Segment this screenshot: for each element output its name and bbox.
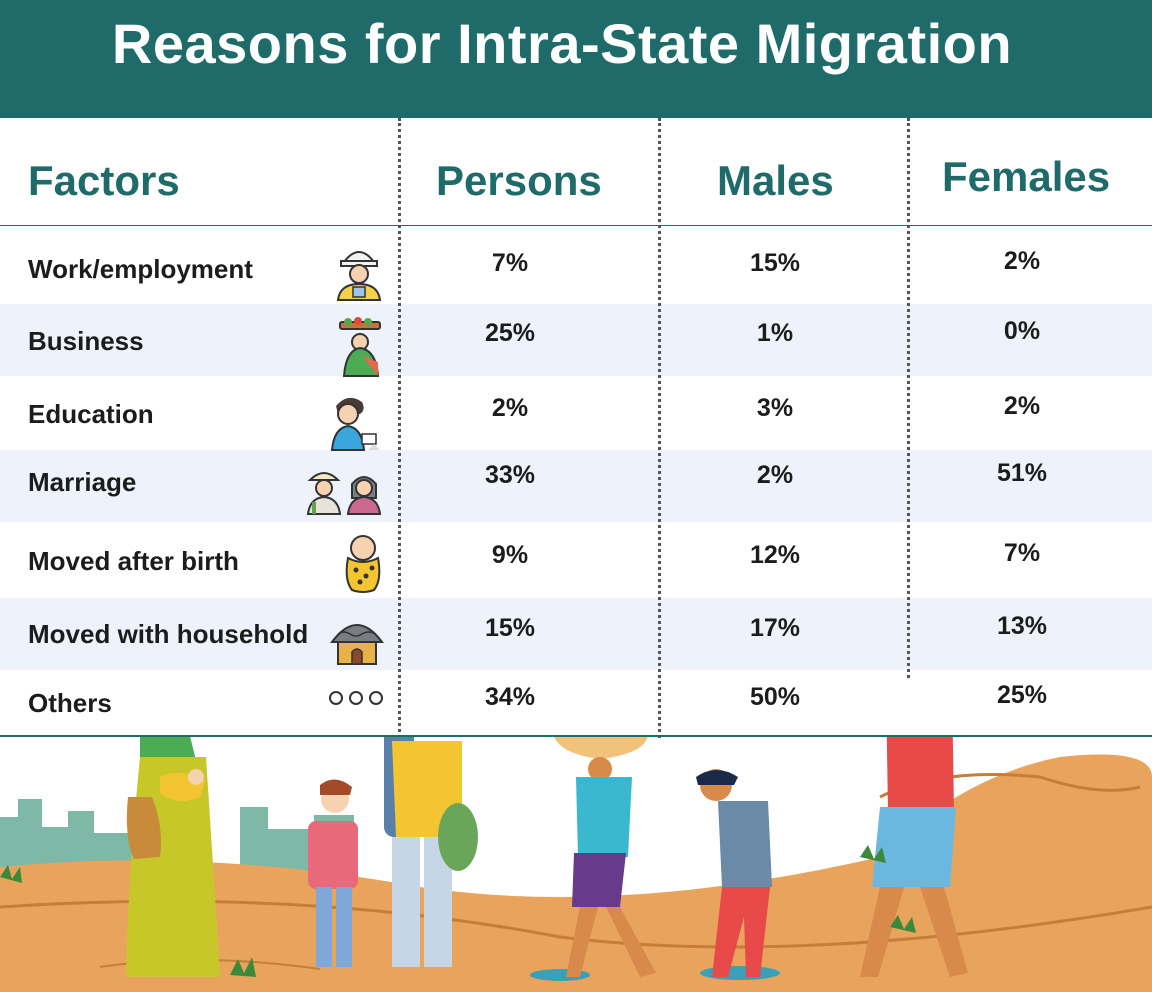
cell-males: 3%: [756, 394, 794, 422]
worker-icon: [336, 251, 382, 301]
cell-persons: 15%: [484, 614, 536, 642]
cell-males: 50%: [749, 683, 801, 711]
factor-label: Moved with household: [28, 619, 309, 649]
factor-label: Moved after birth: [28, 546, 239, 576]
woman-with-baby-figure: [126, 737, 220, 977]
man-with-bundle-figure: [860, 737, 968, 977]
cell-females: 51%: [996, 459, 1048, 487]
chart-title: Reasons for Intra-State Migration: [111, 12, 1013, 75]
cell-males: 2%: [756, 461, 794, 489]
baby-icon: [345, 535, 381, 593]
cell-females: 7%: [1003, 539, 1041, 567]
column-divider-2: [658, 118, 661, 738]
couple-icon: [306, 472, 382, 515]
factor-label: Marriage: [28, 467, 137, 497]
man-with-backpack-figure: [384, 737, 478, 967]
cell-males: 15%: [749, 249, 801, 277]
cell-females: 0%: [1003, 317, 1041, 345]
hut-icon: [330, 624, 384, 665]
factor-label: Others: [28, 688, 112, 718]
column-header-persons: Persons: [436, 157, 602, 204]
child-figure: [696, 769, 772, 977]
cell-persons: 34%: [484, 683, 536, 711]
column-divider-3: [907, 118, 910, 678]
student-icon: [330, 397, 380, 451]
cell-males: 17%: [749, 614, 801, 642]
cell-females: 13%: [996, 612, 1048, 640]
cell-females: 25%: [996, 681, 1048, 709]
factor-label: Work/employment: [28, 254, 253, 284]
row-shade-household: [0, 598, 1152, 670]
ground: [0, 754, 1152, 992]
cell-persons: 9%: [491, 541, 529, 569]
migration-table: Factors Persons Males Females Work/emplo…: [0, 118, 1152, 738]
column-header-factors: Factors: [28, 157, 180, 204]
cell-males: 1%: [756, 319, 794, 347]
sack-carrier-figure: [554, 737, 656, 977]
vendor-woman-icon: [339, 317, 381, 377]
table-bottom-rule: [0, 735, 1152, 737]
ellipsis-icon: [329, 691, 383, 705]
factor-label: Education: [28, 399, 154, 429]
cell-persons: 2%: [491, 394, 529, 422]
cell-females: 2%: [1003, 247, 1041, 275]
column-header-males: Males: [717, 157, 834, 204]
migrants-illustration: [0, 737, 1152, 992]
column-divider-1: [398, 118, 401, 738]
header-rule: [0, 225, 1152, 226]
title-banner: Reasons for Intra-State Migration: [0, 0, 1152, 118]
cell-males: 12%: [749, 541, 801, 569]
cell-persons: 25%: [484, 319, 536, 347]
factor-label: Business: [28, 326, 144, 356]
cell-persons: 33%: [484, 461, 536, 489]
row-shade-business: [0, 304, 1152, 376]
cell-persons: 7%: [491, 249, 529, 277]
column-header-females: Females: [942, 153, 1111, 200]
row-shade-marriage: [0, 450, 1152, 522]
boy-figure: [308, 779, 358, 967]
cell-females: 2%: [1003, 392, 1041, 420]
